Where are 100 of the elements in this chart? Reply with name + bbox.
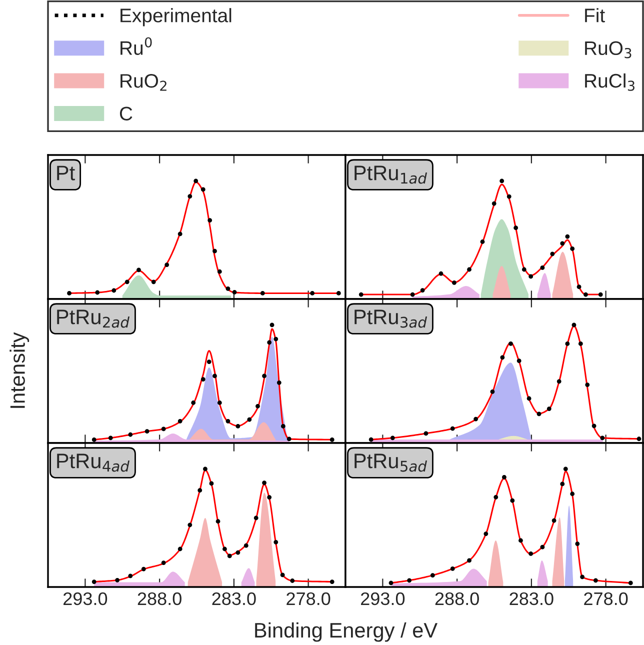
point [576,284,582,290]
point [452,280,456,285]
point [494,494,498,500]
legend-label: C [120,106,132,121]
point [178,546,182,552]
point [112,288,116,293]
legend-label: RuO$_{3}$ [585,41,632,58]
point [358,292,364,297]
x-tick-label: 293.0 [361,592,405,606]
legend-label: Experimental [120,8,232,26]
point [161,426,166,432]
point [578,342,583,346]
point [636,436,642,442]
point [151,280,156,284]
point [594,578,598,583]
point [467,558,472,563]
point [108,436,113,440]
legend-label: Fit [585,8,605,22]
point [128,432,133,437]
point [585,382,590,388]
point [178,232,182,236]
point [522,267,526,272]
point [267,340,272,345]
point [510,498,515,503]
point [565,234,570,239]
point [276,380,282,385]
point [136,268,141,272]
x-tick-label: 283.0 [510,592,554,606]
point [280,424,286,428]
point [206,360,212,364]
point [467,267,472,272]
point [540,544,545,550]
point [474,416,478,422]
point [286,436,292,442]
legend-label: Ru$^{0}$ [120,37,152,55]
point [600,436,605,440]
point [410,292,415,297]
point [528,552,534,556]
point [368,437,374,442]
point [222,546,227,552]
point [407,578,412,583]
point [502,475,506,480]
point [280,572,285,578]
point [390,436,395,440]
point [424,431,428,436]
point [514,226,518,230]
point [232,290,237,294]
point [67,291,72,296]
point [274,540,278,544]
point [191,400,196,405]
point [141,566,146,572]
point [450,566,455,571]
x-tick-label: 278.0 [584,592,628,606]
point [550,252,555,256]
x-axis-title: Binding Energy / eV [255,622,438,642]
point [262,374,266,378]
point [260,291,265,296]
point [262,480,266,485]
point [536,412,542,416]
legend-label: RuCl$_{3}$ [585,73,634,91]
point [563,466,568,472]
chart-title: PtRu$_{1ad}$ [354,166,427,184]
point [506,194,512,199]
point [208,218,212,222]
point [518,538,523,543]
point [450,426,455,431]
point [330,580,334,584]
x-tick-label: 288.0 [435,592,479,606]
point [92,580,96,584]
point [484,532,488,536]
point [212,374,217,378]
point [500,355,505,360]
legend-label: RuO$_{2}$ [120,74,166,91]
point [198,488,202,493]
x-tick-label: 278.0 [286,592,330,606]
point [438,271,444,276]
point [227,554,232,558]
point [528,274,534,279]
point [540,266,545,270]
point [492,201,496,206]
point [178,418,182,424]
point [92,438,96,442]
point [336,291,341,296]
point [216,519,220,524]
point [247,417,252,422]
point [516,358,522,364]
point [270,322,274,328]
point [164,262,170,267]
chart-title: Pt [57,166,75,180]
point [226,418,230,424]
point [570,492,575,496]
point [480,240,485,244]
point [188,522,192,528]
point [526,396,532,401]
point [310,291,315,296]
x-tick-label: 288.0 [138,592,182,606]
point [200,377,206,382]
chart-title: PtRu$_{3ad}$ [354,310,427,328]
point [254,516,258,520]
x-tick-label: 293.0 [64,592,108,606]
